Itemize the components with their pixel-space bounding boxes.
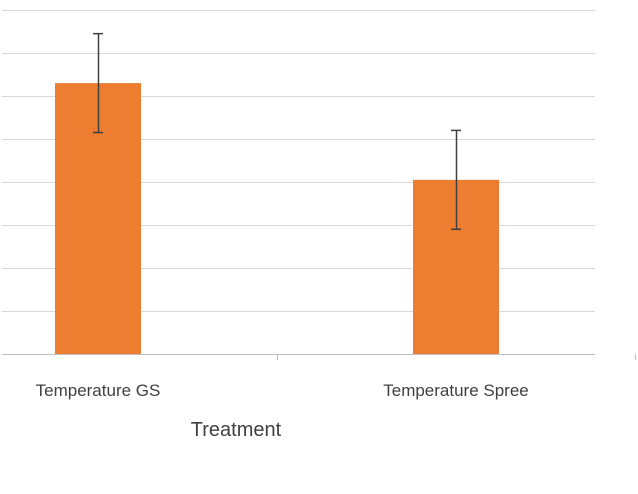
category-labels: Temperature GS Temperature Spree — [36, 381, 529, 400]
bars — [55, 83, 499, 354]
x-tick-label-1: Temperature Spree — [383, 381, 529, 400]
x-axis — [2, 354, 636, 360]
x-axis-title: Treatment — [191, 419, 282, 441]
x-tick-label-0: Temperature GS — [36, 381, 161, 400]
error-bars — [93, 32, 461, 231]
